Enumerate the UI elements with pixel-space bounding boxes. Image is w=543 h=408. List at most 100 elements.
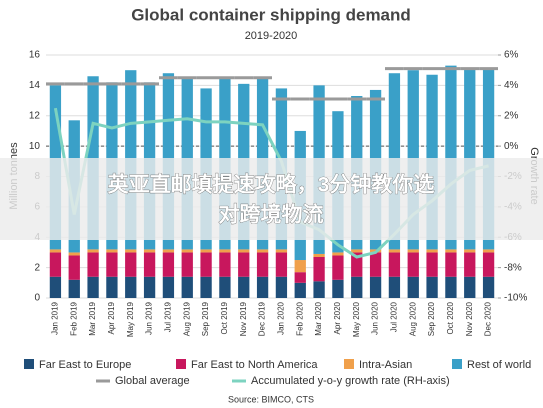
bar-segment (275, 249, 288, 253)
x-tick-label: Apr 2019 (107, 301, 116, 334)
bar-segment (106, 276, 118, 298)
bar-segment (87, 276, 99, 298)
bar-segment (482, 249, 495, 253)
bar-segment (181, 276, 193, 298)
bar-segment (464, 249, 476, 253)
bar-segment (369, 276, 382, 298)
banner-band (0, 158, 543, 240)
bar-segment (143, 252, 156, 277)
bar-segment (445, 276, 457, 298)
bar-segment (275, 252, 288, 277)
bar-segment (426, 276, 438, 298)
x-tick-label: Aug 2020 (408, 301, 417, 336)
x-tick-label: Jan 2019 (51, 301, 60, 334)
bar-segment (162, 249, 175, 253)
legend-label: Rest of world (467, 359, 531, 371)
legend-swatch (452, 359, 462, 369)
bar-segment (68, 279, 80, 298)
y2-tick-label: 4% (504, 80, 519, 91)
bar-segment (445, 249, 457, 253)
x-tick-label: May 2020 (352, 301, 361, 337)
bar-segment (219, 249, 231, 253)
bar-segment (332, 252, 344, 256)
chart-title: Global container shipping demand (131, 5, 411, 24)
y-tick-label: 10 (29, 141, 41, 152)
x-tick-label: May 2019 (126, 301, 135, 337)
bar-segment (219, 276, 231, 298)
x-tick-label: Mar 2019 (88, 301, 97, 335)
bar-segment (49, 252, 62, 277)
x-tick-label: Nov 2019 (239, 301, 248, 336)
bar-segment (294, 282, 306, 298)
y2-tick-label: -10% (504, 293, 527, 304)
x-tick-label: Jan 2020 (277, 301, 286, 334)
bar-segment (275, 276, 288, 298)
bar-segment (125, 276, 137, 298)
y-tick-label: 16 (29, 50, 41, 61)
bar-segment (426, 252, 438, 277)
bar-segment (106, 252, 118, 277)
bar-segment (256, 249, 269, 253)
bar-segment (388, 249, 401, 253)
legend-label: Global average (115, 375, 190, 387)
legend-label: Intra-Asian (359, 359, 412, 371)
legend-label: Far East to Europe (39, 359, 131, 371)
x-tick-label: Mar 2020 (314, 301, 323, 335)
bar-segment (181, 252, 193, 277)
bar-segment (482, 276, 495, 298)
x-tick-label: Jul 2019 (164, 301, 173, 332)
bar-segment (445, 252, 457, 277)
bar-segment (200, 252, 212, 277)
y2-tick-label: 2% (504, 110, 519, 121)
bar-segment (238, 276, 250, 298)
bar-segment (332, 279, 344, 298)
y-tick-label: 14 (29, 80, 41, 91)
bar-segment (313, 253, 325, 257)
bar-segment (464, 252, 476, 277)
bar-segment (68, 255, 80, 280)
x-tick-label: Jun 2020 (371, 301, 380, 334)
chart-subtitle: 2019-2020 (245, 30, 298, 42)
bar-segment (68, 252, 80, 256)
bar-segment (87, 249, 99, 253)
legend-swatch (24, 359, 34, 369)
x-tick-label: Jul 2020 (390, 301, 399, 332)
bar-segment (464, 276, 476, 298)
source: Source: BIMCO, CTS (228, 394, 314, 404)
bar-segment (351, 276, 363, 298)
y-tick-label: 0 (34, 293, 40, 304)
bar-segment (482, 252, 495, 277)
bar-segment (313, 256, 325, 282)
banner-text: 英亚直邮填提速攻略，3分钟教你选 (108, 173, 435, 197)
x-tick-label: Oct 2019 (220, 301, 229, 334)
y2-tick-label: 6% (504, 50, 519, 61)
bar-segment (256, 252, 269, 277)
legend-swatch (176, 359, 186, 369)
bar-segment (294, 260, 306, 273)
x-tick-label: Nov 2020 (465, 301, 474, 336)
bar-segment (351, 252, 363, 277)
bar-segment (445, 65, 457, 250)
bar-segment (143, 249, 156, 253)
x-tick-label: Feb 2019 (69, 301, 78, 335)
y-tick-label: 12 (29, 110, 41, 121)
y2-tick-label: 0% (504, 141, 519, 152)
bar-segment (294, 272, 306, 283)
bar-segment (87, 252, 99, 277)
x-tick-label: Jun 2019 (145, 301, 154, 334)
banner-text: 对跨境物流 (219, 203, 324, 227)
bar-segment (200, 276, 212, 298)
bar-segment (125, 252, 137, 277)
bar-segment (256, 276, 269, 298)
bar-segment (313, 281, 325, 298)
bar-segment (238, 249, 250, 253)
bar-segment (49, 249, 62, 253)
bar-segment (388, 276, 401, 298)
bar-segment (162, 276, 175, 298)
x-tick-label: Sep 2019 (201, 301, 210, 336)
bar-segment (181, 249, 193, 253)
bar-segment (388, 252, 401, 277)
bar-segment (200, 249, 212, 253)
bar-segment (369, 252, 382, 277)
